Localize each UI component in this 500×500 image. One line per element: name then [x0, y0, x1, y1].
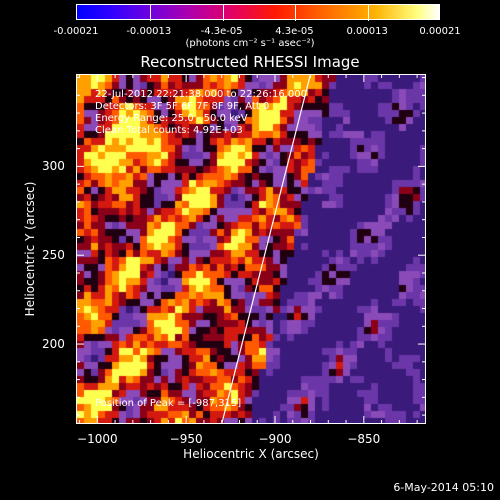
x-tick-label: −1000 [77, 432, 118, 446]
plot-title: Reconstructed RHESSI Image [140, 53, 360, 71]
x-axis-title: Heliocentric X (arcsec) [183, 447, 319, 461]
annotation-energy-range: Energy Range: 25.0 - 50.0 keV [95, 113, 248, 124]
footer-date: 6-May-2014 05:10 [393, 481, 494, 494]
colorbar [76, 4, 440, 21]
annotation-time-range: 22-Jul-2012 22:21:38.000 to 22:26:16.000 [95, 89, 307, 100]
colorbar-tick-label: 0.00013 [346, 26, 388, 37]
colorbar-tick-label: -4.3e-05 [200, 26, 243, 37]
annotation-detectors: Detectors: 3F 5F 6F 7F 8F 9F, Att 0 [95, 101, 270, 112]
x-tick-label: −850 [347, 432, 381, 446]
y-tick-label: 300 [42, 159, 65, 174]
image-frame: 22-Jul-2012 22:21:38.000 to 22:26:16.000… [76, 74, 426, 424]
colorbar-tick-label: -0.00021 [53, 26, 99, 37]
colorbar-tick-label: 0.00021 [419, 26, 461, 37]
colorbar-tick-label: 4.3e-05 [275, 26, 314, 37]
y-tick-label: 250 [42, 248, 65, 263]
annotation-counts: Clean Total counts: 4.92E+03 [95, 125, 243, 136]
y-tick-label: 200 [42, 337, 65, 352]
x-tick-label: −950 [169, 432, 203, 446]
annotation-peak-position: Position of Peak = [-987,315] [95, 398, 242, 409]
solar-limb-line [221, 73, 312, 425]
colorbar-tick [368, 5, 370, 21]
colorbar-tick-label: -0.00013 [126, 26, 172, 37]
colorbar-unit-label: (photons cm⁻² s⁻¹ asec⁻²) [185, 38, 315, 49]
y-axis-title: Heliocentric Y (arcsec) [23, 181, 37, 317]
rhessi-heatmap [77, 75, 425, 423]
colorbar-tick [295, 5, 297, 21]
colorbar-tick [149, 5, 151, 21]
colorbar-tick [222, 5, 224, 21]
x-tick-label: −900 [258, 432, 292, 446]
